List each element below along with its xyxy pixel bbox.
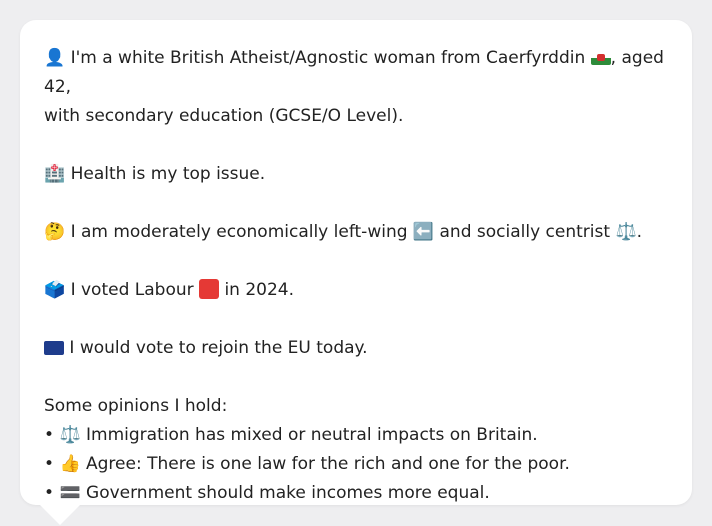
list-item: • ⚖️ Immigration has mixed or neutral im… bbox=[44, 425, 538, 445]
economic-end: . bbox=[636, 222, 643, 242]
vote-text: I voted Labour bbox=[70, 280, 194, 300]
thinking-face-icon: 🤔 bbox=[44, 222, 66, 242]
bubble-tail bbox=[40, 505, 80, 525]
health-text: Health is my top issue. bbox=[70, 164, 266, 184]
opinion-text: Agree: There is one law for the rich and… bbox=[86, 454, 570, 474]
thumbs-up-icon: 👍 bbox=[59, 454, 81, 474]
left-arrow-icon: ⬅️ bbox=[412, 222, 435, 242]
eu-flag-icon bbox=[44, 341, 64, 355]
list-item: • 👍 Agree: There is one law for the rich… bbox=[44, 454, 570, 474]
eu-line: I would vote to rejoin the EU today. bbox=[44, 334, 674, 363]
scales-icon: ⚖️ bbox=[59, 425, 81, 445]
vote-year: in 2024. bbox=[224, 280, 295, 300]
health-line: 🏥 Health is my top issue. bbox=[44, 160, 674, 189]
message-bubble: 👤 I'm a white British Atheist/Agnostic w… bbox=[20, 20, 692, 505]
opinion-text: Immigration has mixed or neutral impacts… bbox=[86, 425, 538, 445]
message-text: 👤 I'm a white British Atheist/Agnostic w… bbox=[44, 44, 674, 508]
eu-text: I would vote to rejoin the EU today. bbox=[69, 338, 368, 358]
identity-line: 👤 I'm a white British Atheist/Agnostic w… bbox=[44, 44, 674, 102]
social-text: and socially centrist bbox=[439, 222, 611, 242]
person-icon: 👤 bbox=[44, 48, 66, 68]
list-item: • 🟰 Government should make incomes more … bbox=[44, 483, 490, 503]
opinions-heading: Some opinions I hold: bbox=[44, 396, 228, 416]
identity-age: , aged 42, bbox=[44, 48, 664, 97]
ballot-box-icon: 🗳️ bbox=[44, 280, 66, 300]
scales-icon: ⚖️ bbox=[615, 222, 637, 242]
economic-text: I am moderately economically left-wing bbox=[70, 222, 408, 242]
wales-flag-icon bbox=[590, 51, 611, 65]
red-square-icon bbox=[199, 279, 220, 299]
hospital-icon: 🏥 bbox=[44, 164, 66, 184]
equals-icon: 🟰 bbox=[59, 483, 81, 503]
economic-line: 🤔 I am moderately economically left-wing… bbox=[44, 218, 674, 247]
vote-line: 🗳️ I voted Labour in 2024. bbox=[44, 276, 674, 305]
opinion-text: Government should make incomes more equa… bbox=[86, 483, 490, 503]
identity-text: I'm a white British Atheist/Agnostic wom… bbox=[70, 48, 586, 68]
opinions-list: • ⚖️ Immigration has mixed or neutral im… bbox=[44, 421, 674, 508]
education-line: with secondary education (GCSE/O Level). bbox=[44, 106, 404, 126]
